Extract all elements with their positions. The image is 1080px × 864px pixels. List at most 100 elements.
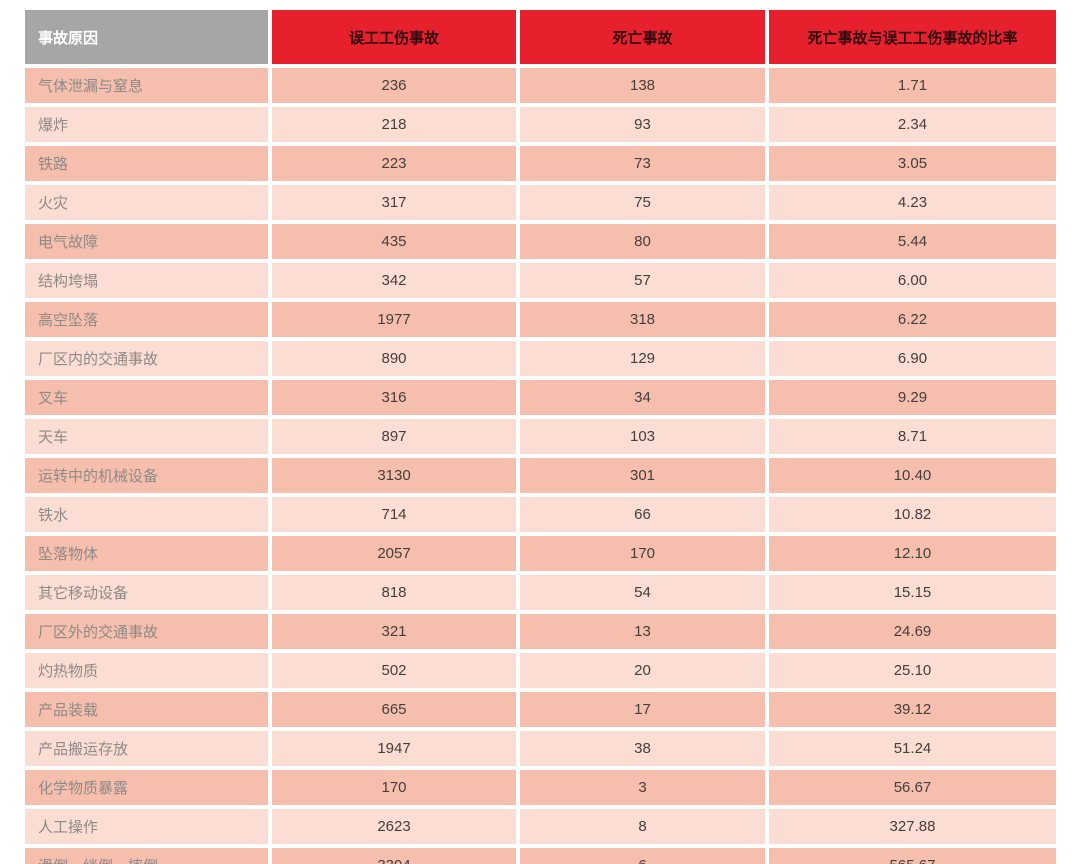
cell-fatal-accidents: 8 xyxy=(520,809,765,844)
cell-lost-time-injury: 714 xyxy=(272,497,516,532)
table-row: 天车 897 103 8.71 xyxy=(25,419,1056,454)
header-row: 事故原因 误工工伤事故 死亡事故 死亡事故与误工工伤事故的比率 xyxy=(25,10,1056,64)
table-row: 运转中的机械设备 3130 301 10.40 xyxy=(25,458,1056,493)
cell-lost-time-injury: 435 xyxy=(272,224,516,259)
cell-accident-cause: 产品搬运存放 xyxy=(25,731,268,766)
cell-accident-cause: 运转中的机械设备 xyxy=(25,458,268,493)
header-lost-time-injury-accidents: 误工工伤事故 xyxy=(272,10,516,64)
table-row: 坠落物体 2057 170 12.10 xyxy=(25,536,1056,571)
cell-lost-time-injury: 502 xyxy=(272,653,516,688)
cell-ratio: 51.24 xyxy=(769,731,1056,766)
table-row: 其它移动设备 818 54 15.15 xyxy=(25,575,1056,610)
cell-lost-time-injury: 897 xyxy=(272,419,516,454)
cell-accident-cause: 天车 xyxy=(25,419,268,454)
table-row: 产品搬运存放 1947 38 51.24 xyxy=(25,731,1056,766)
cell-fatal-accidents: 66 xyxy=(520,497,765,532)
cell-fatal-accidents: 170 xyxy=(520,536,765,571)
accident-statistics-table: 事故原因 误工工伤事故 死亡事故 死亡事故与误工工伤事故的比率 气体泄漏与窒息 … xyxy=(21,6,1060,864)
cell-lost-time-injury: 317 xyxy=(272,185,516,220)
cell-ratio: 1.71 xyxy=(769,68,1056,103)
table-row: 铁水 714 66 10.82 xyxy=(25,497,1056,532)
cell-ratio: 3.05 xyxy=(769,146,1056,181)
cell-fatal-accidents: 93 xyxy=(520,107,765,142)
cell-accident-cause: 结构垮塌 xyxy=(25,263,268,298)
cell-lost-time-injury: 665 xyxy=(272,692,516,727)
cell-ratio: 10.82 xyxy=(769,497,1056,532)
cell-fatal-accidents: 75 xyxy=(520,185,765,220)
header-fatal-accidents: 死亡事故 xyxy=(520,10,765,64)
cell-ratio: 2.34 xyxy=(769,107,1056,142)
table-row: 化学物质暴露 170 3 56.67 xyxy=(25,770,1056,805)
cell-ratio: 39.12 xyxy=(769,692,1056,727)
cell-fatal-accidents: 3 xyxy=(520,770,765,805)
cell-lost-time-injury: 2623 xyxy=(272,809,516,844)
cell-ratio: 4.23 xyxy=(769,185,1056,220)
cell-ratio: 24.69 xyxy=(769,614,1056,649)
cell-accident-cause: 叉车 xyxy=(25,380,268,415)
table-row: 爆炸 218 93 2.34 xyxy=(25,107,1056,142)
table-row: 气体泄漏与窒息 236 138 1.71 xyxy=(25,68,1056,103)
cell-accident-cause: 坠落物体 xyxy=(25,536,268,571)
cell-lost-time-injury: 223 xyxy=(272,146,516,181)
cell-lost-time-injury: 1977 xyxy=(272,302,516,337)
cell-accident-cause: 厂区外的交通事故 xyxy=(25,614,268,649)
header-fatal-to-lost-time-ratio: 死亡事故与误工工伤事故的比率 xyxy=(769,10,1056,64)
table-row: 灼热物质 502 20 25.10 xyxy=(25,653,1056,688)
cell-accident-cause: 火灾 xyxy=(25,185,268,220)
cell-ratio: 15.15 xyxy=(769,575,1056,610)
table-row: 厂区内的交通事故 890 129 6.90 xyxy=(25,341,1056,376)
cell-lost-time-injury: 321 xyxy=(272,614,516,649)
cell-accident-cause: 爆炸 xyxy=(25,107,268,142)
table-row: 结构垮塌 342 57 6.00 xyxy=(25,263,1056,298)
table-row: 电气故障 435 80 5.44 xyxy=(25,224,1056,259)
table-body: 气体泄漏与窒息 236 138 1.71 爆炸 218 93 2.34 铁路 2… xyxy=(25,68,1056,864)
cell-accident-cause: 其它移动设备 xyxy=(25,575,268,610)
header-accident-cause: 事故原因 xyxy=(25,10,268,64)
cell-accident-cause: 电气故障 xyxy=(25,224,268,259)
cell-lost-time-injury: 316 xyxy=(272,380,516,415)
cell-ratio: 6.00 xyxy=(769,263,1056,298)
cell-fatal-accidents: 54 xyxy=(520,575,765,610)
table-row: 铁路 223 73 3.05 xyxy=(25,146,1056,181)
table-row: 火灾 317 75 4.23 xyxy=(25,185,1056,220)
cell-fatal-accidents: 318 xyxy=(520,302,765,337)
cell-ratio: 8.71 xyxy=(769,419,1056,454)
cell-lost-time-injury: 236 xyxy=(272,68,516,103)
table-row: 厂区外的交通事故 321 13 24.69 xyxy=(25,614,1056,649)
cell-ratio: 56.67 xyxy=(769,770,1056,805)
cell-accident-cause: 滑倒、绊倒、摔倒 xyxy=(25,848,268,864)
cell-lost-time-injury: 342 xyxy=(272,263,516,298)
cell-fatal-accidents: 138 xyxy=(520,68,765,103)
cell-lost-time-injury: 218 xyxy=(272,107,516,142)
cell-ratio: 5.44 xyxy=(769,224,1056,259)
table-row: 高空坠落 1977 318 6.22 xyxy=(25,302,1056,337)
cell-accident-cause: 人工操作 xyxy=(25,809,268,844)
cell-fatal-accidents: 34 xyxy=(520,380,765,415)
cell-lost-time-injury: 1947 xyxy=(272,731,516,766)
cell-ratio: 327.88 xyxy=(769,809,1056,844)
cell-ratio: 6.90 xyxy=(769,341,1056,376)
cell-lost-time-injury: 3394 xyxy=(272,848,516,864)
table-header: 事故原因 误工工伤事故 死亡事故 死亡事故与误工工伤事故的比率 xyxy=(25,10,1056,64)
cell-lost-time-injury: 3130 xyxy=(272,458,516,493)
cell-fatal-accidents: 103 xyxy=(520,419,765,454)
table-row: 叉车 316 34 9.29 xyxy=(25,380,1056,415)
cell-fatal-accidents: 73 xyxy=(520,146,765,181)
cell-ratio: 6.22 xyxy=(769,302,1056,337)
cell-fatal-accidents: 129 xyxy=(520,341,765,376)
table-row: 滑倒、绊倒、摔倒 3394 6 565.67 xyxy=(25,848,1056,864)
cell-accident-cause: 铁路 xyxy=(25,146,268,181)
cell-ratio: 12.10 xyxy=(769,536,1056,571)
table-row: 人工操作 2623 8 327.88 xyxy=(25,809,1056,844)
cell-fatal-accidents: 38 xyxy=(520,731,765,766)
cell-ratio: 565.67 xyxy=(769,848,1056,864)
cell-fatal-accidents: 301 xyxy=(520,458,765,493)
cell-fatal-accidents: 80 xyxy=(520,224,765,259)
cell-ratio: 10.40 xyxy=(769,458,1056,493)
cell-accident-cause: 铁水 xyxy=(25,497,268,532)
cell-lost-time-injury: 818 xyxy=(272,575,516,610)
cell-ratio: 25.10 xyxy=(769,653,1056,688)
cell-lost-time-injury: 2057 xyxy=(272,536,516,571)
cell-lost-time-injury: 890 xyxy=(272,341,516,376)
